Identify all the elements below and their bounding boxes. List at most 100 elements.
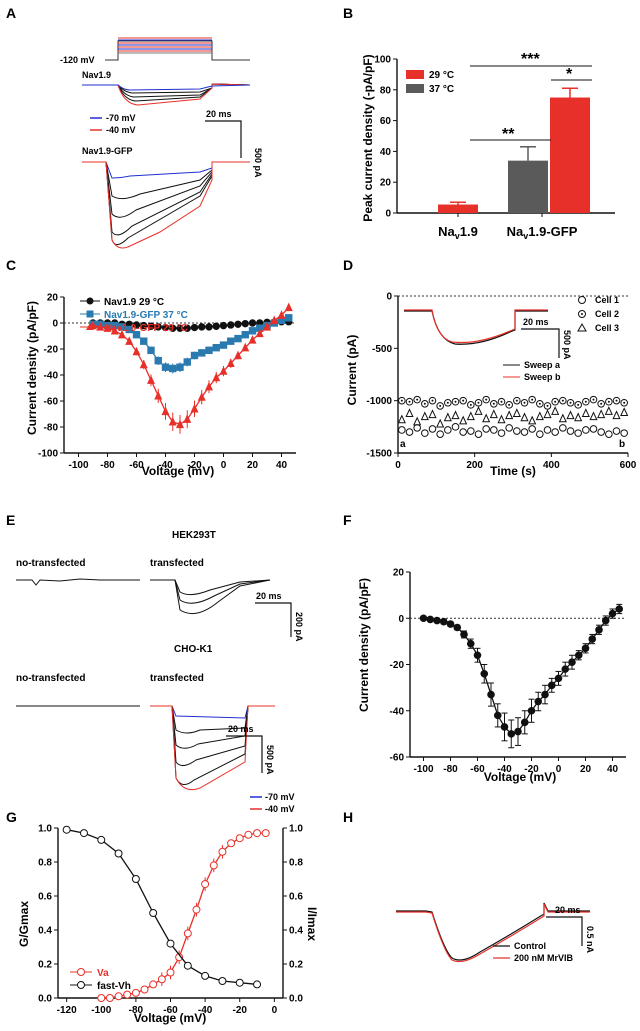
b-significance: *** * ** bbox=[470, 51, 592, 143]
d-points bbox=[397, 395, 629, 438]
data-point bbox=[209, 861, 218, 870]
d-legend-2: Cell 2 bbox=[595, 309, 619, 319]
data-point-dot bbox=[523, 401, 526, 404]
data-point-dot bbox=[446, 401, 449, 404]
data-point bbox=[482, 413, 491, 423]
panel-d: D Current (pA) Time (s) 0 200 400 600 -1500 -… bbox=[343, 257, 637, 478]
data-point bbox=[561, 665, 570, 673]
data-point bbox=[183, 324, 191, 332]
data-point bbox=[176, 419, 184, 429]
x-tick-label: -40 bbox=[198, 1005, 213, 1016]
data-point bbox=[443, 412, 452, 422]
data-point bbox=[105, 994, 114, 1002]
panel-e-label: E bbox=[6, 512, 15, 528]
data-point bbox=[169, 324, 177, 332]
data-point-dot bbox=[615, 399, 618, 402]
data-point bbox=[253, 980, 262, 989]
scale-bar-a: 20 ms 500 pA bbox=[205, 109, 263, 178]
c-legend: Nav1.9 29 °C Nav1.9-GFP 37 °C Nav1.9-GFP… bbox=[80, 297, 188, 334]
e-legend-70: -70 mV bbox=[265, 792, 295, 802]
data-point bbox=[566, 410, 575, 420]
g-series bbox=[62, 825, 270, 1002]
g-ylabel-right: I/Imax bbox=[305, 907, 319, 941]
data-point bbox=[140, 321, 148, 330]
data-point bbox=[581, 408, 590, 418]
g-legend-va: Va bbox=[97, 968, 109, 979]
data-point bbox=[490, 426, 498, 434]
data-point bbox=[201, 971, 210, 980]
y-tick-label: -40 bbox=[390, 706, 405, 717]
trace-label-nav19: Nav1.9 bbox=[82, 70, 111, 80]
panel-e: E HEK293T no-transfected transfected 20 … bbox=[6, 512, 304, 814]
h-scale bbox=[546, 916, 583, 946]
data-point bbox=[149, 980, 158, 989]
data-point bbox=[489, 409, 498, 419]
d-legend-marker-3 bbox=[577, 322, 587, 332]
bar bbox=[550, 97, 590, 213]
data-point bbox=[190, 403, 199, 413]
data-point bbox=[190, 351, 199, 360]
data-point bbox=[453, 623, 462, 632]
x-tick-label: -20 bbox=[524, 764, 539, 775]
y-tick-label: 0.4 bbox=[38, 926, 52, 937]
data-point bbox=[554, 674, 563, 683]
data-point bbox=[212, 344, 220, 352]
data-point bbox=[166, 968, 175, 977]
y-tick-label: 0 bbox=[386, 292, 392, 303]
data-point bbox=[413, 416, 422, 426]
data-point bbox=[505, 424, 513, 432]
x-tick-label: 0 bbox=[272, 1005, 278, 1016]
data-point bbox=[543, 426, 552, 434]
data-point bbox=[413, 424, 421, 432]
data-point bbox=[620, 407, 629, 416]
data-point-dot bbox=[454, 400, 457, 403]
data-point bbox=[154, 390, 163, 400]
sig-star-2: ** bbox=[502, 126, 515, 143]
data-point bbox=[103, 323, 112, 332]
y-tick-label: 0.6 bbox=[38, 892, 52, 903]
data-point bbox=[460, 630, 468, 639]
data-point-dot bbox=[469, 403, 472, 406]
h-scale-amp: 0.5 nA bbox=[585, 926, 595, 954]
sig-star-3: *** bbox=[521, 51, 540, 68]
panel-b: B Peak current density (-pA/pF) 0 20 40 60 8… bbox=[343, 5, 615, 241]
f-ylabel: Current density (pA/pF) bbox=[357, 578, 371, 712]
data-point bbox=[219, 366, 228, 375]
data-point-dot bbox=[477, 401, 480, 404]
data-point bbox=[147, 322, 155, 330]
voltage-protocol bbox=[105, 37, 250, 61]
g-legend: Va fast-Vh bbox=[70, 968, 131, 992]
y-tick-label: 0 bbox=[385, 209, 391, 220]
data-point bbox=[168, 416, 177, 426]
data-point bbox=[574, 412, 583, 422]
legend-a-70mv: -70 mV bbox=[106, 113, 136, 123]
data-point bbox=[520, 428, 529, 436]
b-legend-swatch-29 bbox=[406, 70, 424, 79]
d-inset-legend-a: Sweep a bbox=[524, 360, 561, 370]
data-point bbox=[466, 639, 475, 648]
data-point-dot bbox=[569, 401, 572, 404]
data-point bbox=[277, 310, 286, 319]
data-point-dot bbox=[538, 402, 541, 405]
data-point bbox=[474, 430, 483, 438]
data-point-dot bbox=[439, 404, 442, 407]
panel-a: A -120 mV Nav1.9 -70 mV -40 mV bbox=[6, 5, 263, 249]
x-tick-label: -120 bbox=[57, 1005, 77, 1016]
data-point bbox=[157, 975, 166, 984]
h-traces bbox=[396, 902, 590, 963]
x-tick-label: 0 bbox=[221, 460, 227, 471]
y2-tick-label: 0.6 bbox=[289, 892, 303, 903]
data-point bbox=[270, 315, 279, 325]
scale-a-time: 20 ms bbox=[206, 109, 232, 119]
data-point bbox=[176, 324, 184, 332]
y-tick-label: -80 bbox=[44, 423, 59, 434]
y-tick-label: 100 bbox=[374, 55, 391, 66]
d-annot-a: a bbox=[400, 439, 406, 450]
data-point bbox=[566, 427, 575, 435]
x-tick-label: -80 bbox=[129, 1005, 144, 1016]
f-series bbox=[419, 603, 624, 749]
data-point-dot bbox=[431, 399, 434, 402]
e-cho-traces bbox=[16, 705, 275, 791]
data-point bbox=[241, 342, 250, 352]
x-tick-label: 0 bbox=[395, 460, 401, 471]
